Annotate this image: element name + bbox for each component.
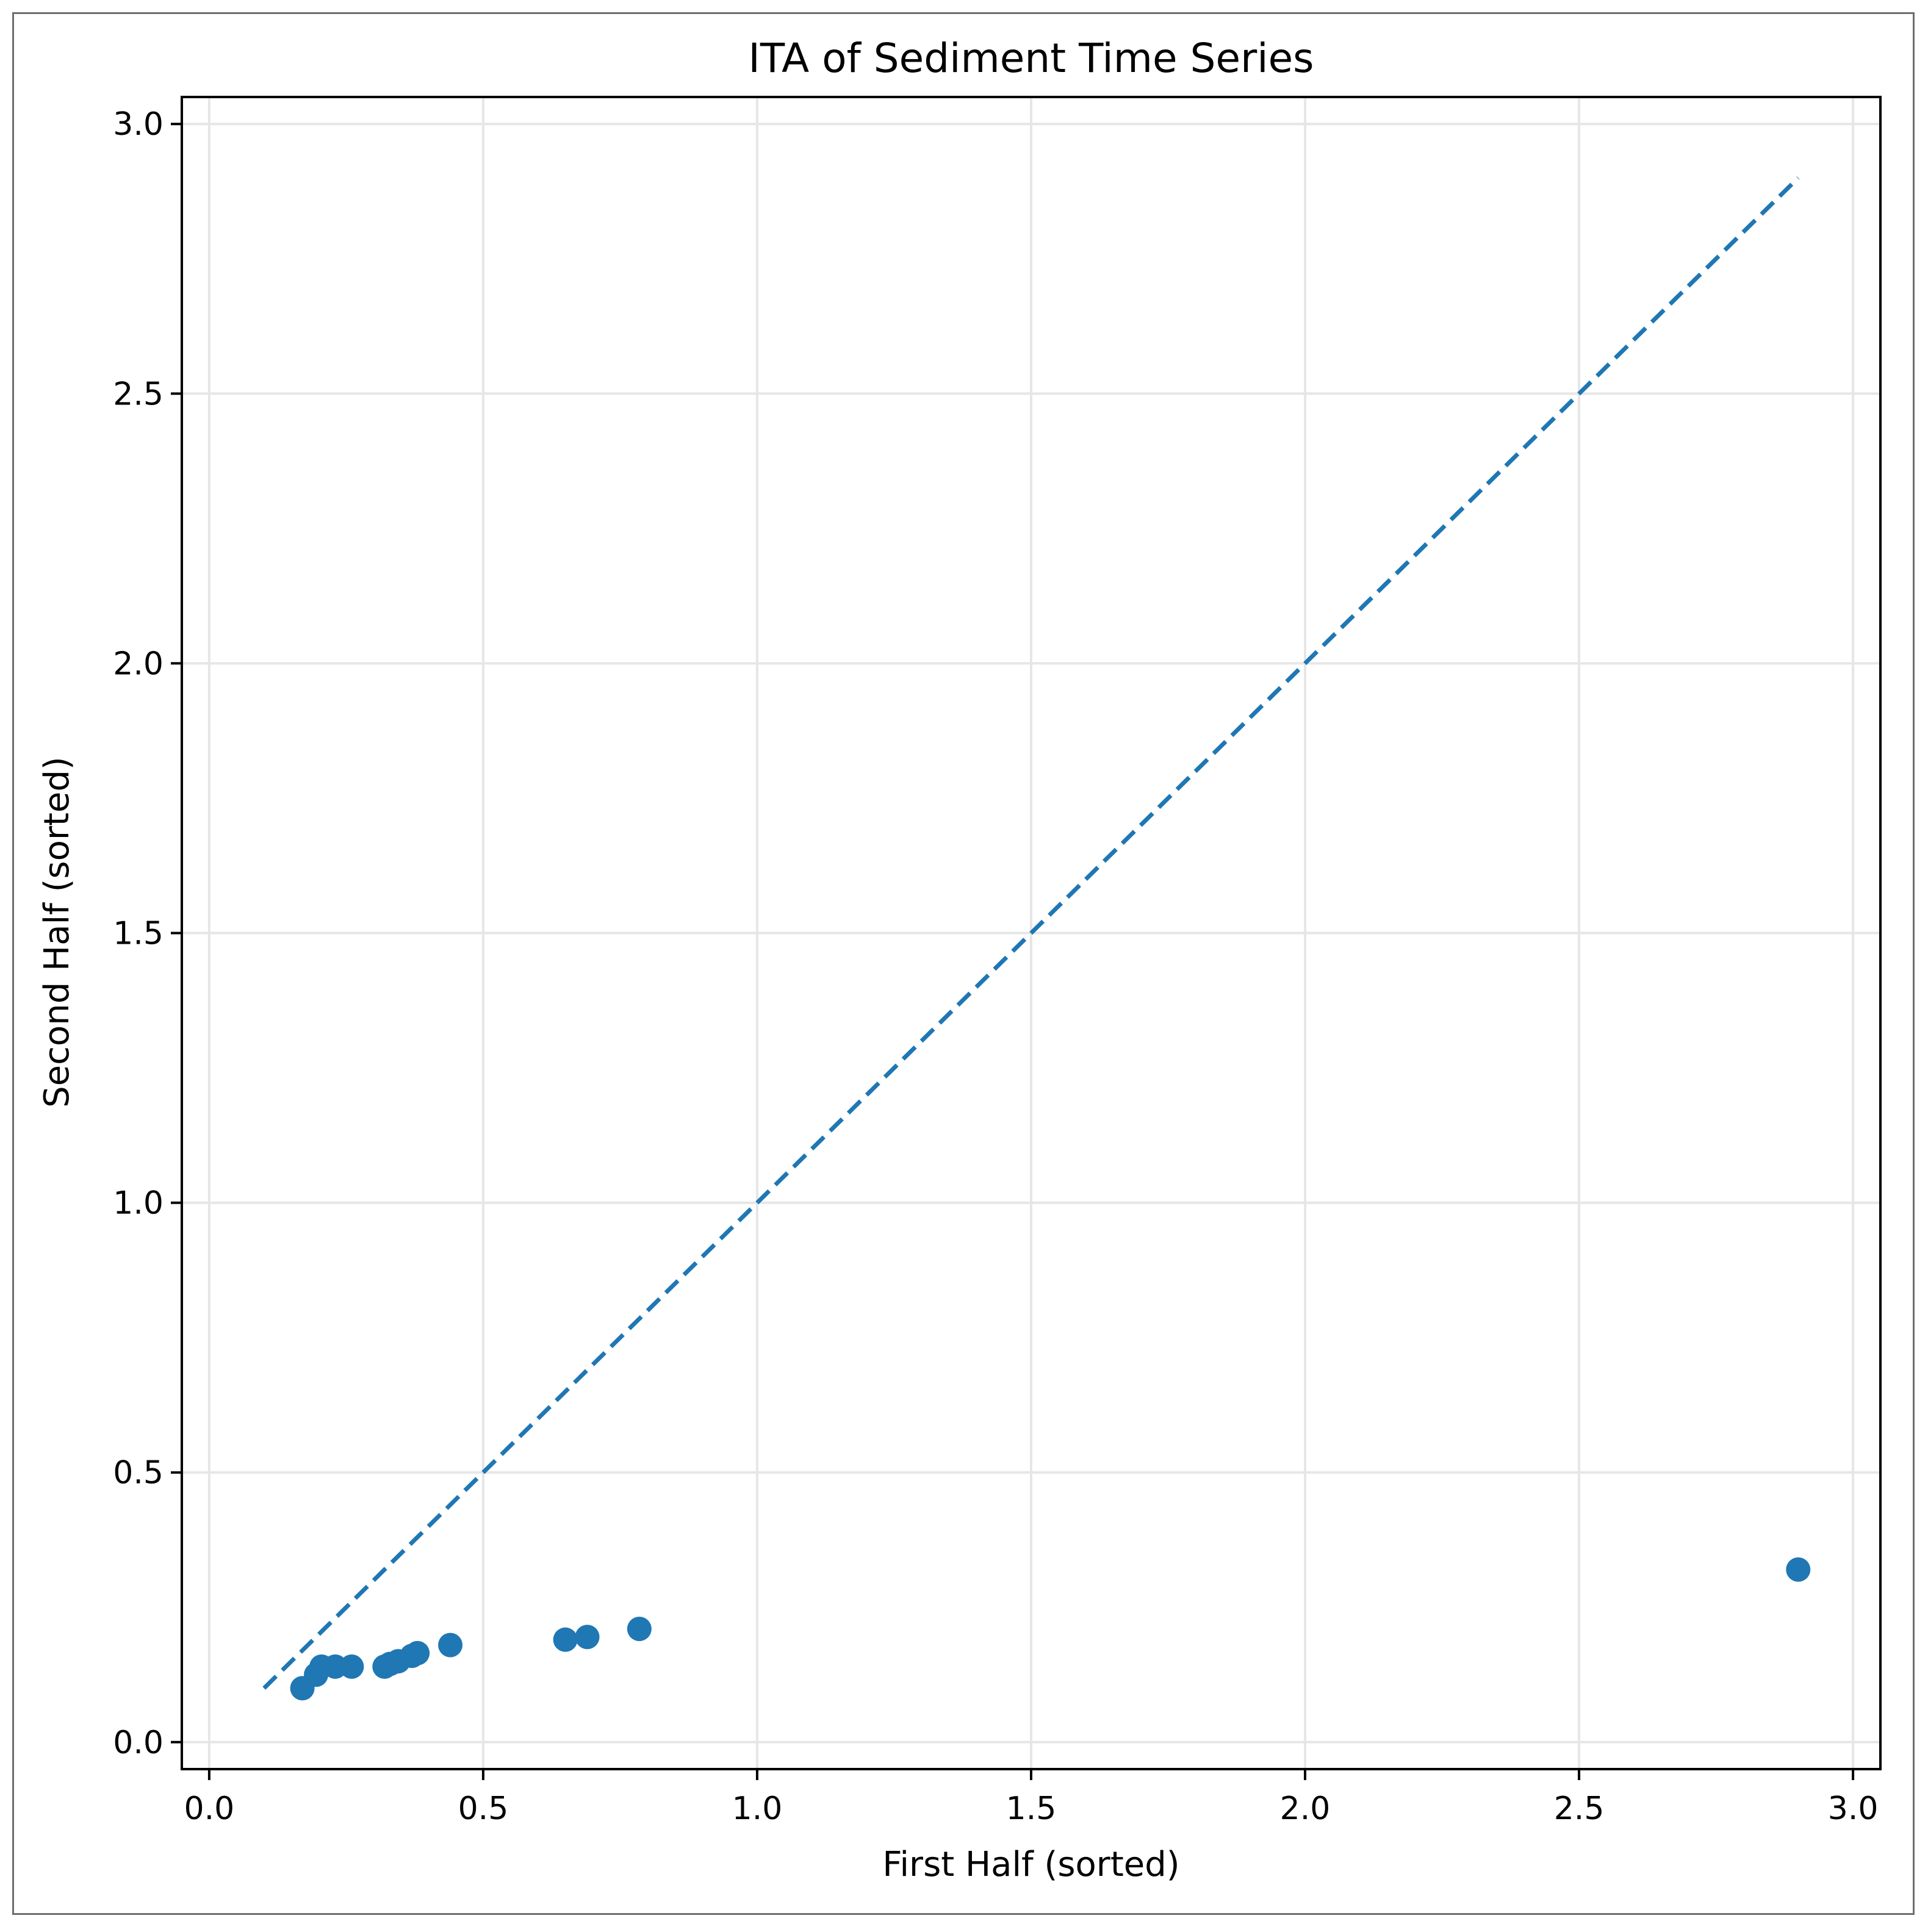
- x-tick-label: 0.5: [458, 1790, 509, 1827]
- y-axis-label: Second Half (sorted): [37, 756, 77, 1108]
- tick-labels: 0.0 0.5 1.0 1.5 2.0 2.5 3.0 0.0 0.5 1.0 1.5 2.0 2.5 3…: [113, 106, 1878, 1827]
- data-point: [438, 1632, 463, 1657]
- x-tick-label: 3.0: [1828, 1790, 1879, 1827]
- grid: [182, 97, 1880, 1769]
- y-tick-label: 0.0: [113, 1725, 164, 1761]
- y-tick-label: 0.5: [113, 1455, 164, 1492]
- data-point: [575, 1625, 600, 1650]
- y-tick-label: 1.5: [113, 916, 164, 952]
- data-point: [553, 1627, 578, 1652]
- chart-title: ITA of Sediment Time Series: [748, 35, 1314, 82]
- data-point: [339, 1654, 364, 1679]
- y-tick-label: 2.5: [113, 376, 164, 412]
- axis-ticks: [171, 123, 1855, 1780]
- x-tick-label: 2.0: [1280, 1790, 1331, 1827]
- x-tick-label: 0.0: [184, 1790, 235, 1827]
- x-tick-label: 1.5: [1006, 1790, 1057, 1827]
- y-tick-label: 1.0: [113, 1185, 164, 1222]
- data-points: [290, 1557, 1811, 1701]
- x-axis-label: First Half (sorted): [882, 1845, 1179, 1884]
- y-tick-label: 3.0: [113, 106, 164, 143]
- y-tick-label: 2.0: [113, 645, 164, 682]
- data-point: [405, 1640, 430, 1665]
- reference-line-1-to-1: [262, 176, 1800, 1690]
- x-tick-label: 2.5: [1554, 1790, 1605, 1827]
- data-point: [627, 1617, 652, 1642]
- x-tick-label: 1.0: [732, 1790, 783, 1827]
- data-point: [1786, 1557, 1811, 1582]
